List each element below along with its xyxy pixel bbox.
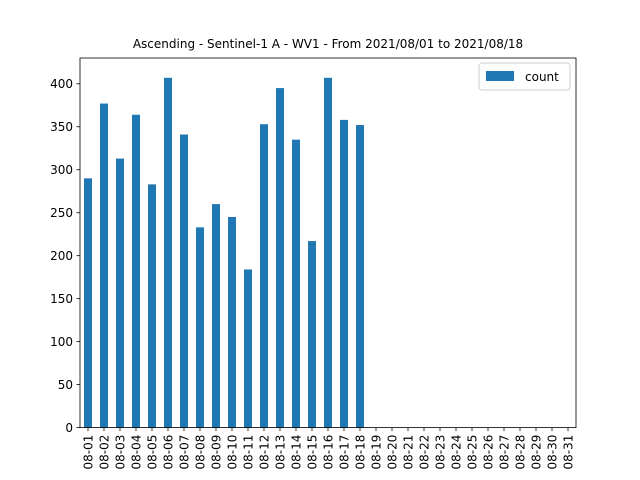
x-tick-label: 08-03 <box>114 435 128 470</box>
bar-08-15 <box>308 241 316 428</box>
legend-box <box>478 62 571 91</box>
x-tick-label: 08-23 <box>434 435 448 470</box>
y-tick-label: 50 <box>58 378 73 392</box>
y-tick-label: 200 <box>50 249 73 263</box>
x-tick-label: 08-20 <box>386 435 400 470</box>
bar-08-03 <box>116 158 124 428</box>
chart-title: Ascending - Sentinel-1 A - WV1 - From 20… <box>133 37 523 51</box>
x-tick-label: 08-09 <box>210 435 224 470</box>
x-tick-label: 08-19 <box>370 435 384 470</box>
x-tick-label: 08-06 <box>162 435 176 470</box>
y-axis: 0 50 100 150 200 250 300 350 400 <box>50 77 80 435</box>
bar-08-14 <box>292 139 300 428</box>
x-tick-label: 08-31 <box>562 435 576 470</box>
bar-08-13 <box>276 88 284 428</box>
x-tick-label: 08-24 <box>450 435 464 470</box>
bar-08-12 <box>260 124 268 428</box>
bar-08-08 <box>196 227 204 428</box>
x-tick-label: 08-16 <box>322 435 336 470</box>
x-tick-label: 08-30 <box>546 435 560 470</box>
x-axis: 08-01 08-02 08-03 08-04 08-05 08-06 08-07 08-08… <box>82 427 576 470</box>
x-tick-label: 08-27 <box>498 435 512 470</box>
bar-08-09 <box>212 204 220 428</box>
y-tick-label: 300 <box>50 163 73 177</box>
x-tick-label: 08-04 <box>130 435 144 470</box>
x-tick-label: 08-11 <box>242 435 256 470</box>
x-tick-label: 08-22 <box>418 435 432 470</box>
y-tick-label: 100 <box>50 335 73 349</box>
x-tick-label: 08-13 <box>274 435 288 470</box>
x-tick-label: 08-28 <box>514 435 528 470</box>
x-tick-label: 08-05 <box>146 435 160 470</box>
bar-08-07 <box>180 134 188 428</box>
bar-08-10 <box>228 217 236 428</box>
bar-08-17 <box>340 119 348 428</box>
y-tick-label: 250 <box>50 206 73 220</box>
bar-08-18 <box>356 125 364 428</box>
x-tick-label: 08-01 <box>82 435 96 470</box>
x-tick-label: 08-10 <box>226 435 240 470</box>
x-tick-label: 08-25 <box>466 435 480 470</box>
y-tick-label: 0 <box>65 421 73 435</box>
legend-label: count <box>525 70 559 84</box>
y-tick-label: 150 <box>50 292 73 306</box>
x-tick-label: 08-07 <box>178 435 192 470</box>
bars-group <box>84 77 364 428</box>
x-tick-label: 08-08 <box>194 435 208 470</box>
legend-swatch <box>486 71 514 81</box>
y-tick-label: 350 <box>50 120 73 134</box>
bar-08-11 <box>244 269 252 428</box>
bar-08-06 <box>164 77 172 428</box>
bar-08-16 <box>324 77 332 428</box>
legend: count <box>478 62 571 91</box>
x-tick-label: 08-02 <box>98 435 112 470</box>
x-tick-label: 08-17 <box>338 435 352 470</box>
x-tick-label: 08-15 <box>306 435 320 470</box>
bar-08-04 <box>132 114 140 428</box>
bar-08-01 <box>84 178 92 428</box>
bar-08-05 <box>148 184 156 428</box>
x-tick-label: 08-21 <box>402 435 416 470</box>
x-tick-label: 08-14 <box>290 435 304 470</box>
x-tick-label: 08-29 <box>530 435 544 470</box>
x-tick-label: 08-12 <box>258 435 272 470</box>
y-tick-label: 400 <box>50 77 73 91</box>
x-tick-label: 08-26 <box>482 435 496 470</box>
plot-frame <box>79 57 577 429</box>
x-tick-label: 08-18 <box>354 435 368 470</box>
bar-08-02 <box>100 103 108 428</box>
